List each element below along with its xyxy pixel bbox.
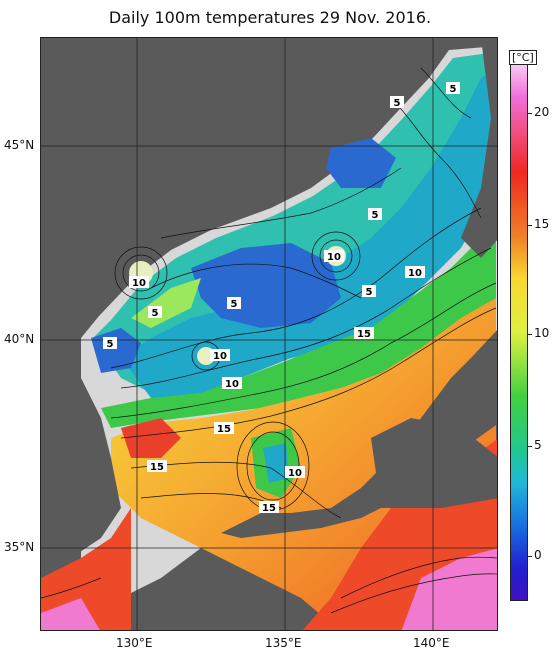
hot-patch-west bbox=[121, 418, 181, 458]
contour-label-group: 5 5 5 5 5 5 5 10 10 10 10 10 10 15 15 15… bbox=[103, 82, 460, 514]
map-title: Daily 100m temperatures 29 Nov. 2016. bbox=[108, 8, 432, 27]
svg-text:5: 5 bbox=[107, 339, 114, 350]
contour-label-1: 5 bbox=[446, 82, 460, 95]
contour-label-6: 5 bbox=[148, 306, 162, 319]
contour-label-2: 5 bbox=[390, 96, 404, 109]
svg-text:10: 10 bbox=[132, 278, 146, 289]
cold-region bbox=[93, 52, 496, 398]
contour-label-16: 15 bbox=[147, 460, 167, 473]
contour-label-8: 10 bbox=[129, 276, 149, 289]
contour-label-12: 10 bbox=[222, 377, 242, 390]
svg-text:5: 5 bbox=[394, 98, 401, 109]
contour-label-10: 10 bbox=[405, 266, 425, 279]
japan-interior bbox=[371, 418, 497, 508]
svg-text:10: 10 bbox=[213, 351, 227, 362]
svg-text:15: 15 bbox=[150, 462, 164, 473]
lat-label-35: 35°N bbox=[4, 540, 35, 554]
contour-label-4: 5 bbox=[362, 285, 376, 298]
svg-text:15: 15 bbox=[357, 329, 371, 340]
contour-label-9: 10 bbox=[324, 250, 344, 263]
graticule bbox=[41, 38, 497, 630]
svg-text:10: 10 bbox=[288, 468, 302, 479]
lon-label-135: 135°E bbox=[265, 636, 302, 650]
colorbar-tick-0 bbox=[527, 556, 532, 557]
svg-text:5: 5 bbox=[372, 210, 379, 221]
korean-peninsula bbox=[41, 38, 121, 568]
contour-label-7: 5 bbox=[103, 337, 117, 350]
svg-text:5: 5 bbox=[231, 299, 238, 310]
svg-text:10: 10 bbox=[408, 268, 422, 279]
svg-text:5: 5 bbox=[152, 308, 159, 319]
contour-label-3: 5 bbox=[368, 208, 382, 221]
contour-label-13: 10 bbox=[285, 466, 305, 479]
cold-eddy-core bbox=[263, 443, 289, 483]
colorbar-tick-20 bbox=[527, 113, 532, 114]
contour-label-15: 15 bbox=[214, 422, 234, 435]
contour-label-5: 5 bbox=[227, 297, 241, 310]
southwest-sea bbox=[41, 508, 131, 630]
hokkaido-coast bbox=[461, 38, 497, 258]
colorbar-tick-10 bbox=[527, 334, 532, 335]
coldest-patch-2 bbox=[326, 138, 396, 188]
svg-text:5: 5 bbox=[450, 84, 457, 95]
colorbar-label-0: 0 bbox=[534, 548, 542, 562]
lat-label-45: 45°N bbox=[4, 138, 35, 152]
contour-label-11: 10 bbox=[210, 349, 230, 362]
transition-band bbox=[101, 228, 496, 428]
colorbar-tick-5 bbox=[527, 446, 532, 447]
svg-text:10: 10 bbox=[225, 379, 239, 390]
colorbar-label-5: 5 bbox=[534, 438, 542, 452]
lat-label-40: 40°N bbox=[4, 332, 35, 346]
southwest-hottest bbox=[41, 598, 100, 630]
colorbar-label-15: 15 bbox=[534, 217, 550, 231]
svg-text:15: 15 bbox=[262, 503, 276, 514]
contour-label-17: 15 bbox=[259, 501, 279, 514]
colorbar bbox=[510, 64, 528, 601]
svg-text:10: 10 bbox=[327, 252, 341, 263]
colorbar-tick-15 bbox=[527, 225, 532, 226]
lon-label-140: 140°E bbox=[413, 636, 450, 650]
hottest-region bbox=[401, 548, 497, 630]
colorbar-unit: [°C] bbox=[509, 50, 537, 65]
temperature-map: 5 5 5 5 5 5 5 10 10 10 10 10 10 15 15 15… bbox=[40, 37, 498, 631]
svg-text:5: 5 bbox=[366, 287, 373, 298]
contour-label-14: 15 bbox=[354, 327, 374, 340]
cool-region bbox=[121, 68, 496, 398]
svg-text:15: 15 bbox=[217, 424, 231, 435]
colorbar-label-20: 20 bbox=[534, 105, 550, 119]
colorbar-label-10: 10 bbox=[534, 326, 550, 340]
lon-label-130: 130°E bbox=[116, 636, 153, 650]
